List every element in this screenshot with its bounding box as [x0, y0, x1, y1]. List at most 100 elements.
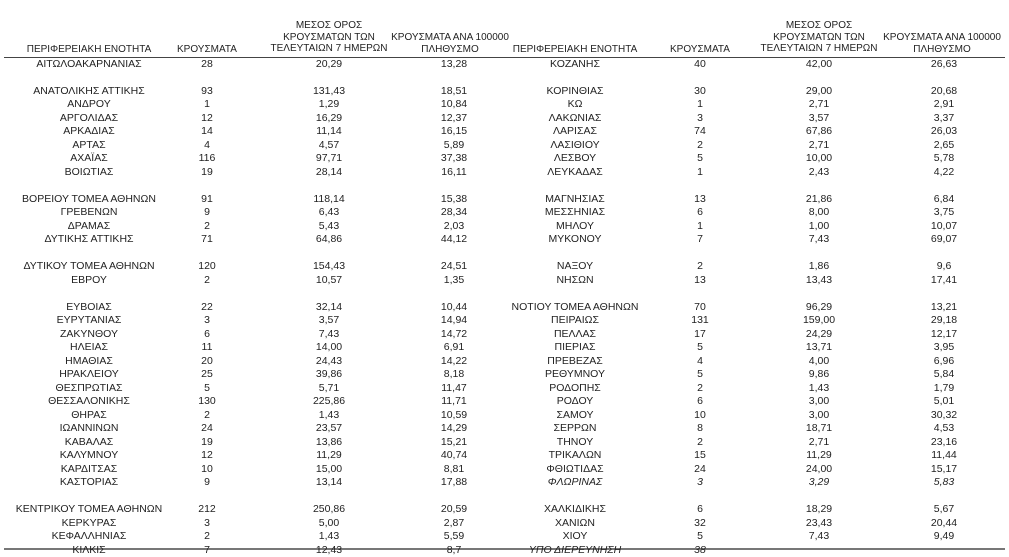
right-cases-cell: 7 [697, 233, 703, 245]
right-avg7-cell: 24,29 [805, 327, 833, 340]
left-cases-cell: 91 [201, 192, 213, 205]
left-avg7-cell: 4,57 [318, 138, 340, 151]
left-avg7-cell: 3,57 [318, 314, 340, 326]
left-avg7-cell: 15,00 [315, 462, 343, 475]
left-avg7-cell: 24,43 [315, 354, 343, 367]
right-per100k-cell: 3,75 [933, 206, 955, 218]
left-cases-cell: 3 [204, 314, 210, 326]
left-avg7-cell: 1,43 [318, 408, 340, 421]
header-avg7-left: ΜΕΣΟΣ ΟΡΟΣ ΚΡΟΥΣΜΑΤΩΝ ΤΩΝ ΤΕΛΕΥΤΑΙΩΝ 7 Η… [270, 20, 388, 54]
left-region-cell: ΗΜΑΘΙΑΣ [65, 354, 113, 367]
right-avg7-cell: 2,71 [808, 138, 830, 151]
left-avg7-cell: 1,43 [318, 530, 340, 542]
right-avg7-cell: 10,00 [805, 152, 833, 164]
left-avg7-cell: 14,00 [315, 341, 343, 353]
right-per100k-cell: 9,6 [936, 260, 952, 272]
right-avg7-cell: 4,00 [808, 354, 830, 367]
right-cases-cell: 6 [697, 395, 703, 407]
left-region-cell: ΖΑΚΥΝΘΟΥ [59, 327, 118, 340]
left-per100k-cell: 11,47 [441, 381, 467, 394]
right-cases-cell: 17 [694, 327, 706, 340]
right-cases-cell: 40 [694, 57, 706, 70]
left-avg7-cell: 6,43 [318, 206, 340, 218]
right-avg7-cell: 13,71 [805, 341, 833, 353]
left-region-cell: ΒΟΡΕΙΟΥ ΤΟΜΕΑ ΑΘΗΝΩΝ [22, 192, 156, 205]
right-cases-cell: 6 [697, 206, 703, 218]
right-region-cell: ΣΑΜΟΥ [556, 408, 594, 421]
left-per100k-cell: 2,87 [443, 516, 465, 529]
right-per100k-cell: 3,37 [933, 111, 955, 124]
left-per100k-cell: 14,22 [440, 354, 468, 367]
right-region-cell: ΠΙΕΡΙΑΣ [554, 341, 596, 353]
left-avg7-cell: 154,43 [312, 260, 346, 272]
right-per100k-cell: 20,68 [930, 84, 958, 97]
right-cases-cell: 5 [697, 368, 703, 380]
left-avg7-cell: 131,43 [312, 84, 346, 97]
right-avg7-cell: 24,00 [805, 462, 833, 475]
left-per100k-cell: 5,89 [443, 138, 465, 151]
left-cases-cell: 1 [204, 98, 210, 110]
right-per100k-cell: 5,01 [933, 395, 955, 407]
right-per100k-cell: 4,22 [933, 165, 955, 178]
left-region-cell: ΑΧΑΪΑΣ [70, 152, 108, 164]
right-avg7-cell: 7,43 [808, 233, 830, 245]
right-per100k-cell: 12,17 [930, 327, 958, 340]
right-region-cell: ΧΑΛΚΙΔΙΚΗΣ [544, 503, 606, 515]
right-cases-cell: 32 [694, 516, 706, 529]
left-cases-cell: 12 [201, 111, 213, 124]
right-region-cell: ΜΕΣΣΗΝΙΑΣ [544, 206, 606, 218]
left-per100k-cell: 15,38 [440, 192, 468, 205]
header-cases-left: ΚΡΟΥΣΜΑΤΑ [177, 44, 237, 55]
left-per100k-cell: 2,03 [443, 219, 465, 232]
left-avg7-cell: 28,14 [315, 165, 343, 178]
left-region-cell: ΑΙΤΩΛΟΑΚΑΡΝΑΝΙΑΣ [36, 57, 142, 70]
left-cases-cell: 9 [204, 476, 210, 488]
right-per100k-cell: 30,32 [930, 408, 958, 421]
left-avg7-cell: 225,86 [312, 395, 346, 407]
left-per100k-cell: 16,11 [441, 165, 467, 178]
right-region-cell: ΦΘΙΩΤΙΔΑΣ [546, 462, 604, 475]
left-region-cell: ΘΗΡΑΣ [71, 408, 107, 421]
right-region-cell: ΠΕΛΛΑΣ [553, 327, 597, 340]
right-cases-cell: 5 [697, 530, 703, 542]
header-avg7-right: ΜΕΣΟΣ ΟΡΟΣ ΚΡΟΥΣΜΑΤΩΝ ΤΩΝ ΤΕΛΕΥΤΑΙΩΝ 7 Η… [760, 20, 878, 54]
left-region-cell: ΓΡΕΒΕΝΩΝ [60, 206, 118, 218]
left-cases-cell: 2 [204, 530, 210, 542]
right-region-cell: ΡΟΔΟΥ [556, 395, 594, 407]
left-region-cell: ΔΡΑΜΑΣ [67, 219, 111, 232]
header-cases-right: ΚΡΟΥΣΜΑΤΑ [670, 44, 730, 55]
left-per100k-cell: 1,35 [443, 273, 465, 286]
right-region-cell: ΥΠΟ ΔΙΕΡΕΥΝΗΣΗ [528, 543, 622, 556]
left-cases-cell: 212 [198, 503, 216, 515]
right-per100k-cell: 15,17 [930, 462, 958, 475]
right-per100k-cell: 23,16 [930, 435, 958, 448]
left-region-cell: ΚΙΛΚΙΣ [72, 543, 106, 556]
left-region-cell: ΕΥΒΟΙΑΣ [66, 300, 112, 313]
left-cases-cell: 6 [204, 327, 210, 340]
right-per100k-cell: 9,49 [933, 530, 955, 542]
right-region-cell: ΚΩ [567, 98, 583, 110]
header-region-right: ΠΕΡΙΦΕΡΕΙΑΚΗ ΕΝΟΤΗΤΑ [512, 44, 638, 55]
right-avg7-cell: 1,86 [808, 260, 830, 272]
right-per100k-cell: 29,18 [930, 314, 958, 326]
right-per100k-cell: 11,44 [931, 449, 957, 461]
left-per100k-cell: 14,29 [440, 422, 468, 434]
right-cases-cell: 2 [697, 138, 703, 151]
left-per100k-cell: 44,12 [440, 233, 468, 245]
right-per100k-cell: 5,67 [933, 503, 955, 515]
left-per100k-cell: 10,59 [440, 408, 468, 421]
right-cases-cell: 10 [694, 408, 706, 421]
right-region-cell: ΡΟΔΟΠΗΣ [549, 381, 601, 394]
right-region-cell: ΜΥΚΟΝΟΥ [548, 233, 602, 245]
left-region-cell: ΘΕΣΣΑΛΟΝΙΚΗΣ [48, 395, 130, 407]
right-region-cell: ΝΟΤΙΟΥ ΤΟΜΕΑ ΑΘΗΝΩΝ [511, 300, 639, 313]
right-avg7-cell: 42,00 [805, 57, 833, 70]
left-avg7-cell: 11,29 [316, 449, 342, 461]
right-region-cell: ΛΕΣΒΟΥ [553, 152, 597, 164]
right-avg7-cell: 3,57 [808, 111, 830, 124]
left-region-cell: ΘΕΣΠΡΩΤΙΑΣ [55, 381, 123, 394]
left-region-cell: ΑΝΔΡΟΥ [67, 98, 111, 110]
right-avg7-cell: 21,86 [805, 192, 833, 205]
right-avg7-cell: 29,00 [805, 84, 833, 97]
right-per100k-cell: 3,95 [933, 341, 955, 353]
